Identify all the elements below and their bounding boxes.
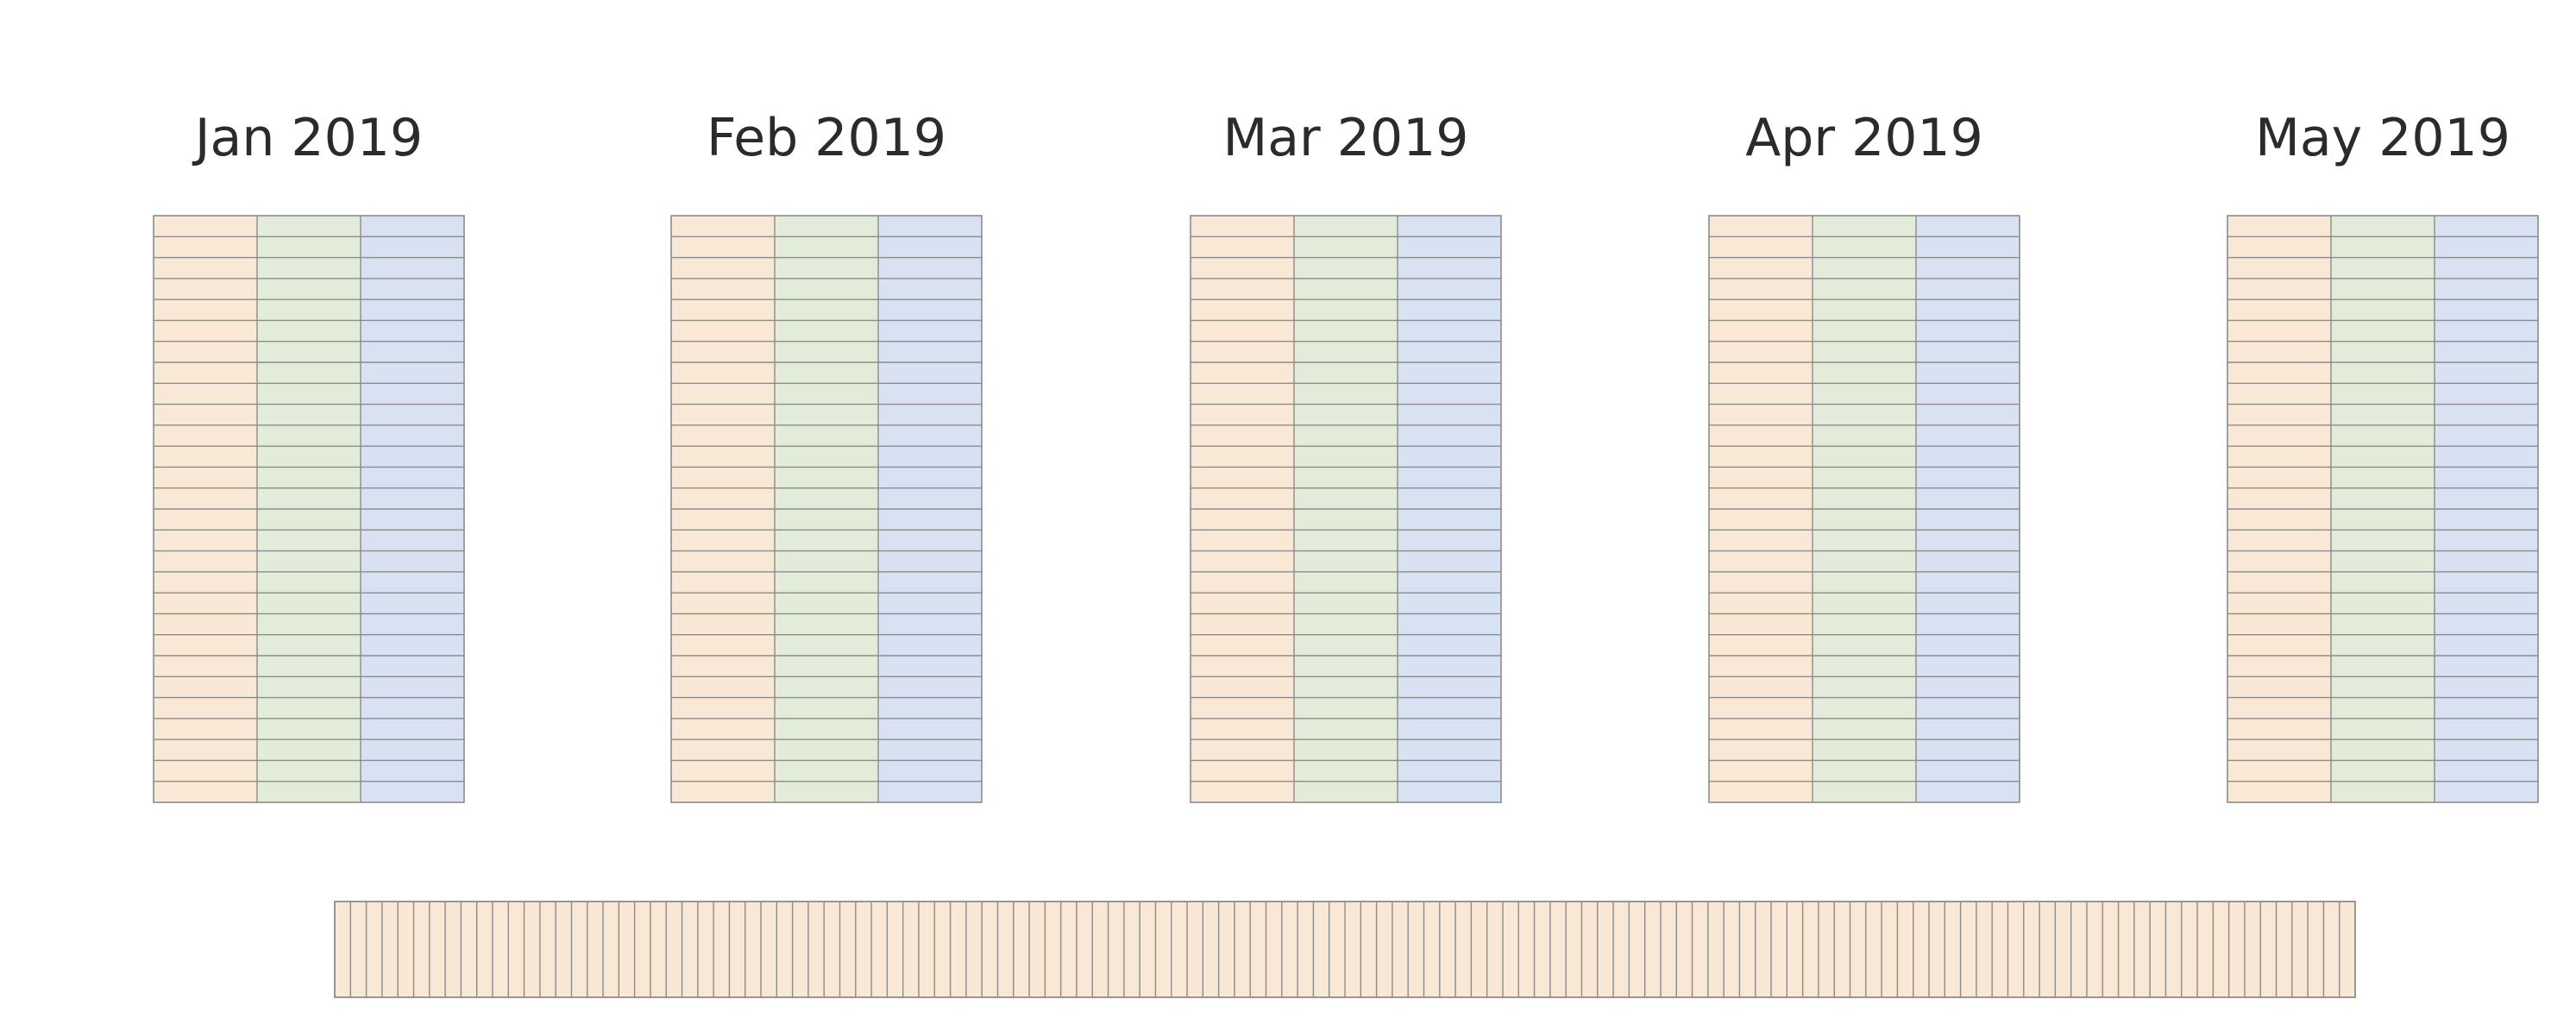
month-group: Mar 2019: [1190, 108, 1502, 803]
month-table-border: [153, 215, 465, 803]
combined-table-border: [334, 901, 2356, 998]
month-table-border: [2227, 215, 2539, 803]
month-title: Feb 2019: [707, 108, 946, 168]
month-table-border: [1708, 215, 2020, 803]
month-title: Jan 2019: [192, 108, 423, 168]
month-table-border: [670, 215, 983, 803]
month-table-border: [1190, 215, 1502, 803]
month-group: Apr 2019: [1708, 108, 2020, 803]
month-group: Feb 2019: [670, 108, 983, 803]
month-title: May 2019: [2255, 108, 2510, 168]
combined-table: [334, 901, 2356, 998]
month-group: Jan 2019: [153, 108, 465, 803]
month-title: Mar 2019: [1223, 108, 1469, 168]
month-group: May 2019: [2227, 108, 2539, 803]
month-tables: Jan 2019 Feb 2019 Mar 2019 Apr 2019 May 2019: [153, 108, 2539, 803]
month-title: Apr 2019: [1745, 108, 1983, 168]
